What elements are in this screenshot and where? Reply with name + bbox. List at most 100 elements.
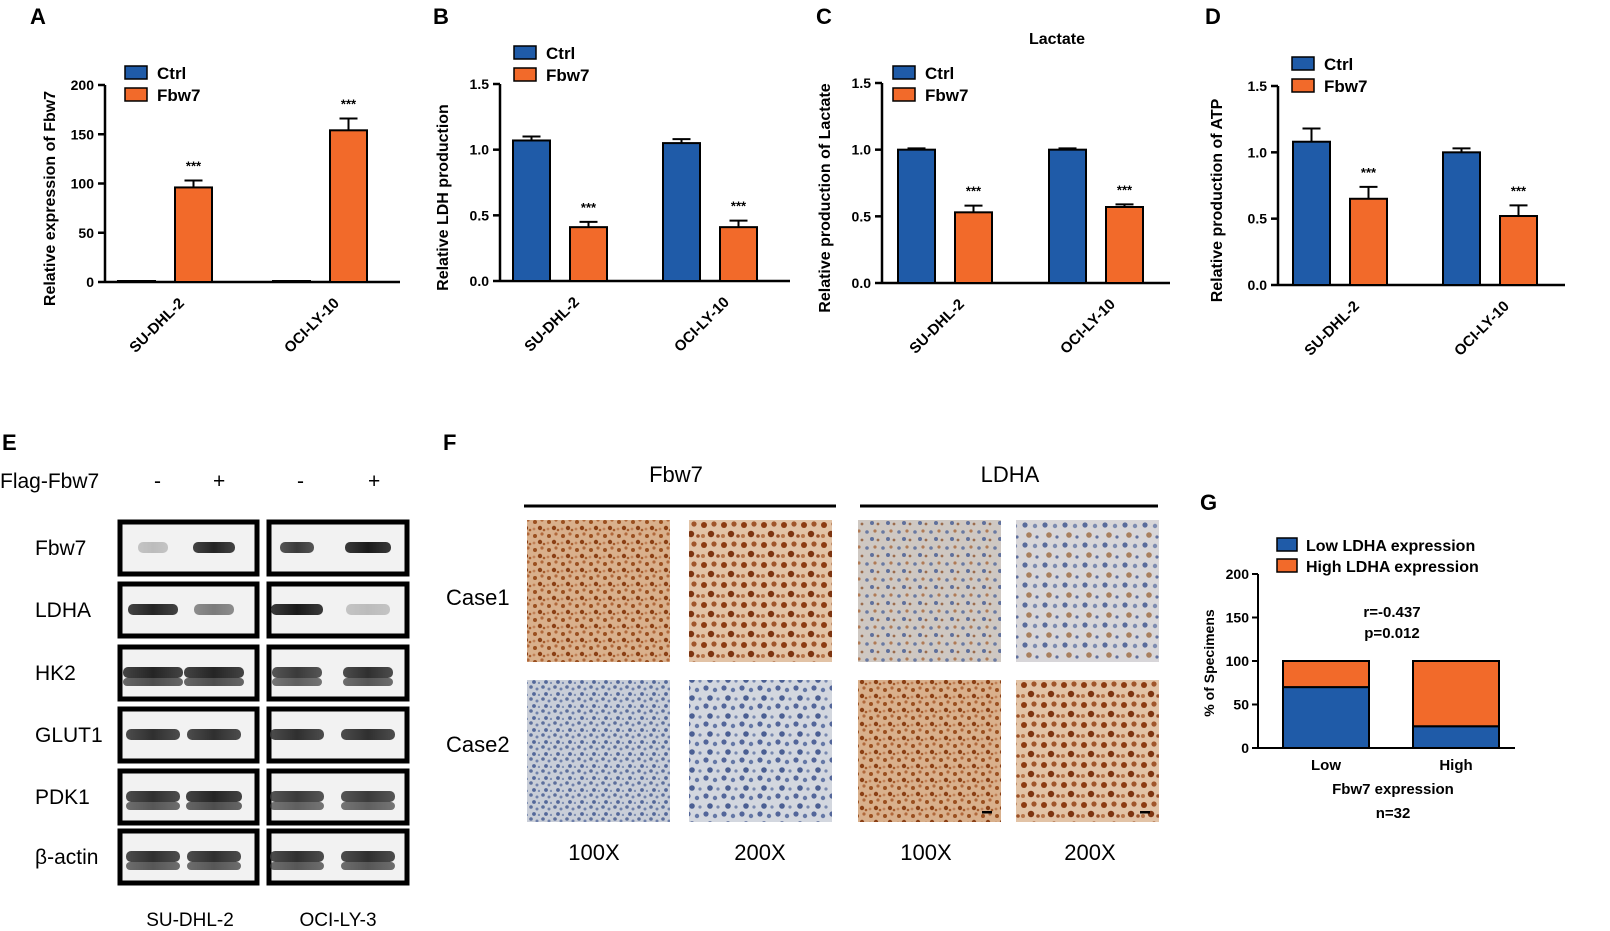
blot-band (126, 851, 180, 862)
blot-band (187, 729, 241, 740)
y-tick-label: 50 (1233, 697, 1249, 713)
blot-band (341, 802, 395, 810)
y-tick-label: 0 (1241, 740, 1249, 756)
blot-band (126, 862, 180, 870)
legend-swatch (892, 87, 916, 102)
blot-band (343, 667, 393, 678)
bar-fbw7-oci-ly-10 (1105, 206, 1144, 284)
blot-band (123, 678, 183, 686)
y-tick-label: 1.5 (1248, 78, 1268, 94)
blot-cell-line-2: OCI-LY-3 (299, 910, 376, 931)
blot-band (280, 542, 314, 553)
category-label: SU-DHL-2 (126, 295, 188, 357)
legend-label: High LDHA expression (1306, 559, 1479, 576)
blot-band (187, 851, 241, 862)
legend-label: Fbw7 (157, 86, 200, 105)
bar-ctrl-oci-ly-10 (1442, 151, 1481, 286)
y-tick-label: 200 (71, 77, 95, 93)
blot-band (346, 604, 390, 615)
y-tick-label: 200 (1226, 566, 1250, 582)
category-label: SU-DHL-2 (1301, 298, 1363, 360)
bar-fbw7-su-dhl-2 (1349, 197, 1388, 286)
legend-swatch (513, 45, 537, 60)
legend-label: Ctrl (157, 64, 186, 83)
western-blot-panel: Flag-Fbw7 - + - + Fbw7 LDHA HK2 GLUT1 PDK1 β-… (0, 470, 410, 931)
blot-band (345, 542, 391, 553)
legend-label: Ctrl (1324, 55, 1353, 74)
bar-fbw7-oci-ly-10 (329, 129, 368, 283)
y-tick-label: 150 (1226, 610, 1250, 626)
ihc-mag-4: 200X (1064, 840, 1116, 865)
significance-label: *** (731, 199, 747, 214)
ihc-mag-1: 100X (568, 840, 620, 865)
legend-label: Ctrl (925, 64, 954, 83)
bar-ctrl-su-dhl-2 (1292, 140, 1331, 286)
blot-label-5: β-actin (35, 846, 98, 869)
blot-band (343, 678, 393, 686)
ihc-image-ldha-case2-100x (858, 680, 1001, 822)
y-tick-label: 0.5 (852, 208, 872, 224)
blot-band (138, 542, 168, 553)
panel-letter-g: G (1200, 490, 1217, 515)
ihc-image-fbw7-case2-100x (527, 680, 670, 822)
blot-band (128, 604, 178, 615)
bar-ctrl-oci-ly-10 (662, 142, 701, 282)
bar-fbw7-oci-ly-10 (719, 226, 758, 283)
legend-swatch (1276, 558, 1298, 573)
y-tick-label: 1.0 (1248, 144, 1268, 160)
legend-label: Low LDHA expression (1306, 538, 1475, 555)
blot-label-1: LDHA (35, 599, 91, 622)
panel-letter-d: D (1205, 4, 1221, 29)
blot-label-2: HK2 (35, 662, 76, 685)
scale-bar (982, 811, 992, 814)
blot-band (193, 542, 235, 553)
ihc-group-fbw7: Fbw7 (649, 462, 703, 487)
category-label: OCI-LY-10 (1451, 298, 1513, 360)
blot-band (187, 862, 241, 870)
blot-band (123, 667, 183, 678)
chart-g: 0 50 100 150 200 % of Specimens Low High Fbw7 ex… (1201, 537, 1515, 822)
blot-band (270, 802, 324, 810)
y-tick-label: 0.0 (852, 275, 872, 291)
blot-cell-line-1: SU-DHL-2 (146, 910, 234, 931)
category-label: OCI-LY-10 (1057, 296, 1119, 358)
ihc-image-fbw7-case2-200x (689, 680, 832, 822)
chart-b: 0.0 0.5 1.0 1.5 Relative LDH production *** SU… (435, 44, 790, 356)
y-tick-label: 1.5 (852, 75, 872, 91)
bar-fbw7-su-dhl-2 (569, 226, 608, 283)
bar-ctrl-oci-ly-10 (1048, 148, 1087, 284)
chart-d: 0.0 0.5 1.0 1.5 Relative production of ATP **… (1209, 55, 1565, 360)
significance-label: *** (1511, 183, 1527, 198)
y-axis-label: % of Specimens (1201, 609, 1217, 717)
y-tick-label: 0.0 (470, 273, 490, 289)
ihc-image-ldha-case1-100x (858, 520, 1001, 662)
y-tick-label: 50 (78, 225, 94, 241)
legend-swatch (1276, 537, 1298, 552)
blot-band (341, 791, 395, 802)
legend-swatch (124, 87, 148, 102)
blot-band (270, 851, 324, 862)
legend-label: Ctrl (546, 44, 575, 63)
blot-band (341, 851, 395, 862)
legend-swatch (513, 67, 537, 82)
significance-label: *** (1117, 182, 1133, 197)
bar-fbw7-su-dhl-2 (174, 186, 213, 283)
blot-band (194, 604, 234, 615)
blot-band (126, 802, 180, 810)
correlation-p: p=0.012 (1364, 625, 1419, 642)
y-tick-label: 1.0 (470, 142, 490, 158)
correlation-r: r=-0.437 (1363, 604, 1420, 621)
y-axis-label: Relative production of Lactate (817, 83, 834, 312)
stacked-bar-high-low-ldha (1412, 725, 1500, 749)
y-axis-label: Relative LDH production (435, 104, 452, 291)
significance-label: *** (341, 96, 357, 111)
ihc-image-fbw7-case1-200x (689, 520, 832, 662)
blot-band (270, 862, 324, 870)
ihc-case-2: Case2 (446, 732, 510, 757)
blot-band (341, 862, 395, 870)
blot-band (270, 791, 324, 802)
chart-a: 0 50 100 150 200 Relative expression of Fbw7 *… (42, 64, 400, 357)
ihc-image-fbw7-case1-100x (527, 520, 670, 662)
legend-swatch (892, 65, 916, 80)
